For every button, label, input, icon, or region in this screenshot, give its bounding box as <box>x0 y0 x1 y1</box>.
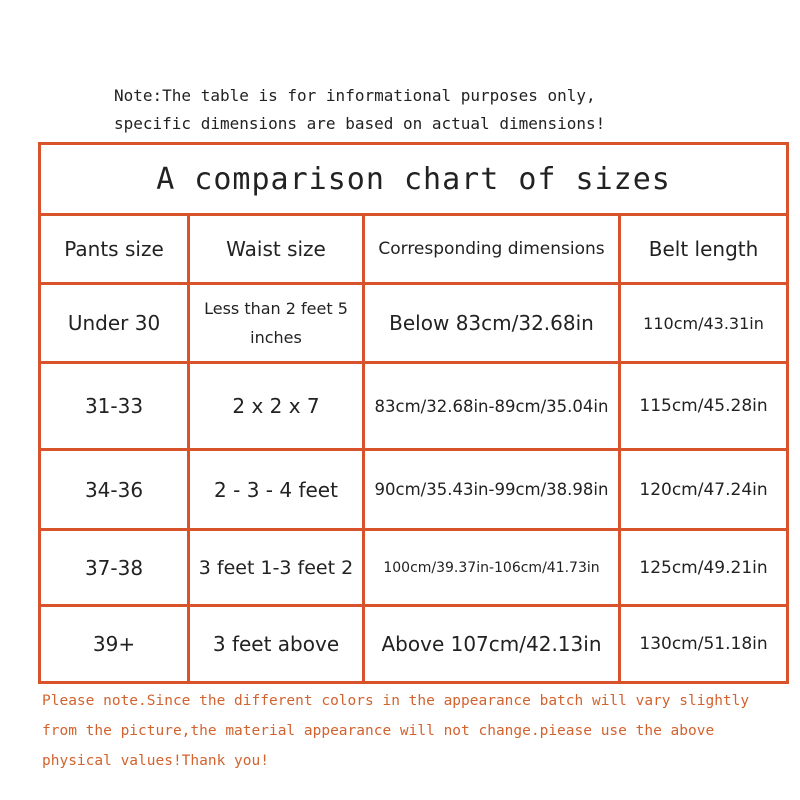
cell: 37-38 <box>38 528 190 607</box>
footer-line: from the picture,the material appearance… <box>42 723 715 739</box>
cell: 115cm/45.28in <box>617 361 790 451</box>
header-cell: Corresponding dimensions <box>362 213 621 285</box>
size-chart-table: A comparison chart of sizes Pants size W… <box>37 142 790 684</box>
footer-line: physical values!Thank you! <box>42 753 269 769</box>
cell: 39+ <box>38 604 190 684</box>
table-row: 34-36 2 - 3 - 4 feet 90cm/35.43in-99cm/3… <box>38 448 790 531</box>
cell: 2 - 3 - 4 feet <box>187 448 365 531</box>
cell: 130cm/51.18in <box>617 604 790 684</box>
header-cell: Belt length <box>617 213 790 285</box>
cell: 90cm/35.43in-99cm/38.98in <box>362 448 621 531</box>
table-title: A comparison chart of sizes <box>37 142 790 216</box>
top-note: Note:The table is for informational purp… <box>114 82 605 138</box>
cell: 34-36 <box>38 448 190 531</box>
header-cell: Waist size <box>187 213 365 285</box>
cell: 120cm/47.24in <box>617 448 790 531</box>
footer-line: Please note.Since the different colors i… <box>42 693 750 709</box>
cell: 31-33 <box>38 361 190 451</box>
cell: Less than 2 feet 5 inches <box>187 282 365 364</box>
cell: 110cm/43.31in <box>617 282 790 364</box>
cell: 3 feet above <box>187 604 365 684</box>
note-line: Note:The table is for informational purp… <box>114 86 596 105</box>
cell: Above 107cm/42.13in <box>362 604 621 684</box>
cell: 83cm/32.68in-89cm/35.04in <box>362 361 621 451</box>
table-row: 31-33 2 x 2 x 7 83cm/32.68in-89cm/35.04i… <box>38 361 790 451</box>
footer-note: Please note.Since the different colors i… <box>42 686 749 776</box>
cell: Below 83cm/32.68in <box>362 282 621 364</box>
cell: 3 feet 1-3 feet 2 <box>187 528 365 607</box>
cell: Under 30 <box>38 282 190 364</box>
note-line: specific dimensions are based on actual … <box>114 114 606 133</box>
cell: 2 x 2 x 7 <box>187 361 365 451</box>
table-row: 37-38 3 feet 1-3 feet 2 100cm/39.37in-10… <box>38 528 790 607</box>
cell: 125cm/49.21in <box>617 528 790 607</box>
header-cell: Pants size <box>38 213 190 285</box>
cell: 100cm/39.37in-106cm/41.73in <box>362 528 621 607</box>
table-row: 39+ 3 feet above Above 107cm/42.13in 130… <box>38 604 790 684</box>
header-row: Pants size Waist size Corresponding dime… <box>38 213 790 285</box>
table-row: Under 30 Less than 2 feet 5 inches Below… <box>38 282 790 364</box>
